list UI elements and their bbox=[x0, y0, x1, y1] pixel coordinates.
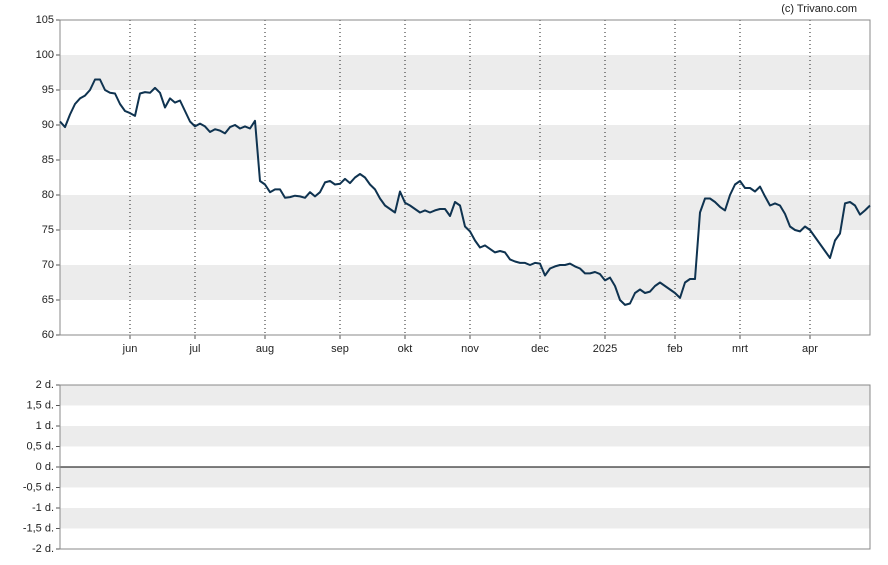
band bbox=[60, 55, 870, 90]
y-tick-label: 75 bbox=[42, 224, 54, 236]
y-tick-label: 100 bbox=[36, 49, 54, 61]
y-tick-label: 2 d. bbox=[36, 379, 54, 391]
y-tick-label: 85 bbox=[42, 154, 54, 166]
x-tick-label: mrt bbox=[732, 343, 748, 355]
band bbox=[60, 265, 870, 300]
source: (c) Trivano.com bbox=[781, 3, 857, 15]
x-tick-label: feb bbox=[667, 343, 682, 355]
y-tick-label: -1 d. bbox=[32, 502, 54, 514]
x-tick-label: dec bbox=[531, 343, 549, 355]
y-tick-label: 60 bbox=[42, 329, 54, 341]
band bbox=[60, 467, 870, 488]
y-tick-label: -2 d. bbox=[32, 543, 54, 555]
x-tick-label: jun bbox=[122, 343, 138, 355]
y-tick-label: 90 bbox=[42, 119, 54, 131]
y-tick-label: 80 bbox=[42, 189, 54, 201]
y-tick-label: 65 bbox=[42, 294, 54, 306]
y-tick-label: -1,5 d. bbox=[23, 522, 54, 534]
y-tick-label: 105 bbox=[36, 14, 54, 26]
y-tick-label: -0,5 d. bbox=[23, 481, 54, 493]
x-tick-label: 2025 bbox=[593, 343, 617, 355]
y-tick-label: 1,5 d. bbox=[26, 399, 54, 411]
x-tick-label: aug bbox=[256, 343, 274, 355]
y-tick-label: 1 d. bbox=[36, 420, 54, 432]
band bbox=[60, 385, 870, 406]
y-tick-label: 0 d. bbox=[36, 461, 54, 473]
x-tick-label: sep bbox=[331, 343, 349, 355]
y-tick-label: 95 bbox=[42, 84, 54, 96]
x-tick-label: okt bbox=[398, 343, 413, 355]
y-tick-label: 70 bbox=[42, 259, 54, 271]
price-line bbox=[59, 78, 871, 306]
x-tick-label: apr bbox=[802, 343, 818, 355]
plot-frame bbox=[59, 19, 871, 336]
y-tick-label: 0,5 d. bbox=[26, 440, 54, 452]
x-tick-label: nov bbox=[461, 343, 479, 355]
band bbox=[60, 125, 870, 160]
plot-frame bbox=[59, 384, 871, 550]
band bbox=[60, 426, 870, 447]
x-tick-label: jul bbox=[188, 343, 200, 355]
band bbox=[60, 508, 870, 529]
